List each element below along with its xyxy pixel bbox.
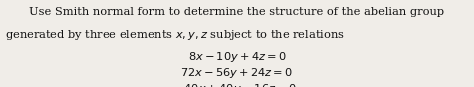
Text: $72x - 56y + 24z = 0$: $72x - 56y + 24z = 0$	[181, 66, 293, 80]
Text: $-40x + 40y - 16z = 0.$: $-40x + 40y - 16z = 0.$	[174, 82, 300, 87]
Text: generated by three elements $x, y, z$ subject to the relations: generated by three elements $x, y, z$ su…	[5, 28, 345, 42]
Text: $8x - 10y + 4z = 0$: $8x - 10y + 4z = 0$	[188, 50, 286, 64]
Text: Use Smith normal form to determine the structure of the abelian group: Use Smith normal form to determine the s…	[29, 7, 445, 17]
